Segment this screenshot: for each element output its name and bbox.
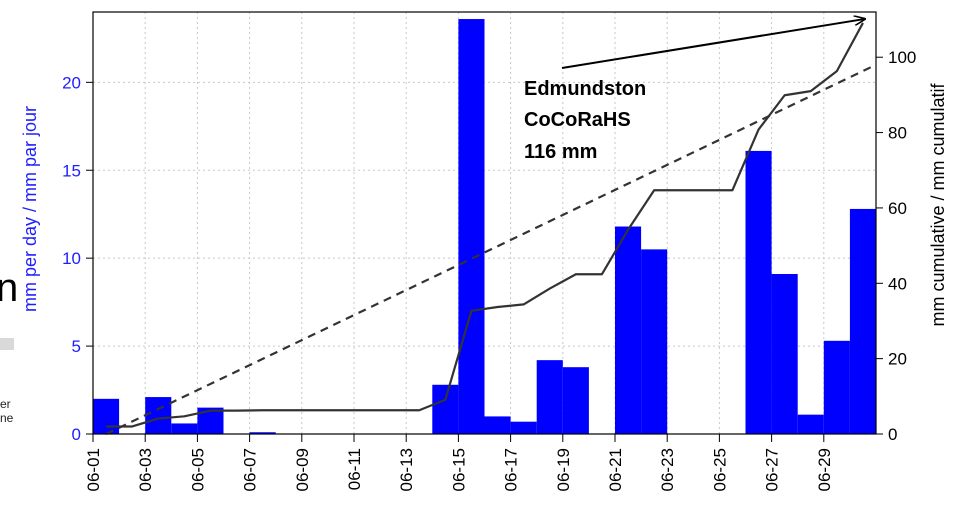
x-tick-label: 06-07 bbox=[241, 448, 260, 491]
bar-06-19 bbox=[562, 367, 589, 434]
bar-06-15 bbox=[458, 19, 485, 435]
y-right-tick-label: 100 bbox=[888, 48, 916, 67]
bar-06-14 bbox=[432, 384, 459, 434]
x-tick-label: 06-19 bbox=[554, 448, 573, 491]
x-tick-label: 06-17 bbox=[502, 448, 521, 491]
y-right-tick-label: 80 bbox=[888, 124, 907, 143]
annotation-station-name: Edmundston bbox=[524, 78, 646, 100]
bar-06-26 bbox=[745, 150, 772, 435]
bar-06-18 bbox=[536, 360, 563, 434]
x-tick-label: 06-03 bbox=[136, 448, 155, 491]
y-left-tick-label: 10 bbox=[62, 249, 81, 268]
station-annotation: Edmundston CoCoRaHS 116 mm bbox=[524, 19, 865, 163]
bar-06-28 bbox=[797, 414, 824, 434]
x-tick-label: 06-29 bbox=[815, 448, 834, 491]
x-axis: 06-01 06-03 06-05 06-07 06-09 06-11 06-13 06-15… bbox=[84, 434, 834, 491]
y-left-tick-label: 0 bbox=[72, 425, 81, 444]
cropped-fragment-1: er bbox=[0, 397, 11, 411]
bar-06-29 bbox=[823, 340, 850, 434]
bar-06-01 bbox=[93, 398, 120, 434]
x-tick-label: 06-23 bbox=[658, 448, 677, 491]
x-tick-label: 06-09 bbox=[293, 448, 312, 491]
y-right-tick-label: 40 bbox=[888, 274, 907, 293]
cropped-fragment-shade bbox=[0, 338, 14, 350]
y-axis-right: 0 20 40 60 80 100 bbox=[876, 48, 916, 444]
bar-06-03 bbox=[145, 397, 172, 434]
annotation-network: CoCoRaHS bbox=[524, 109, 631, 131]
bar-06-27 bbox=[771, 273, 798, 434]
bar-06-21 bbox=[615, 226, 642, 434]
y-right-tick-label: 0 bbox=[888, 425, 897, 444]
bar-06-22 bbox=[641, 249, 668, 434]
bar-series bbox=[93, 19, 876, 435]
bar-06-17 bbox=[510, 421, 537, 434]
dashed-trend-line bbox=[105, 63, 877, 435]
y-right-tick-label: 20 bbox=[888, 350, 907, 369]
y-axis-left-title: mm per day / mm par jour bbox=[20, 106, 40, 312]
bar-06-04 bbox=[171, 423, 198, 434]
x-tick-label: 06-13 bbox=[397, 448, 416, 491]
annotation-arrow bbox=[561, 19, 865, 69]
bar-06-16 bbox=[484, 416, 511, 434]
y-right-tick-label: 60 bbox=[888, 199, 907, 218]
y-axis-right-title: mm cumulative / mm cumulatif bbox=[928, 82, 948, 326]
cropped-fragment-2: ne bbox=[0, 411, 14, 425]
y-left-tick-label: 5 bbox=[72, 337, 81, 356]
x-tick-label: 06-27 bbox=[763, 448, 782, 491]
annotation-total: 116 mm bbox=[524, 141, 597, 163]
x-tick-label: 06-21 bbox=[606, 448, 625, 491]
bar-06-30 bbox=[849, 208, 876, 434]
bar-06-07 bbox=[249, 432, 276, 434]
x-tick-label: 06-11 bbox=[345, 448, 364, 490]
x-tick-label: 06-15 bbox=[449, 448, 468, 491]
cropped-letter: n bbox=[0, 266, 19, 310]
y-left-tick-label: 20 bbox=[62, 73, 81, 92]
x-tick-label: 06-01 bbox=[84, 448, 103, 491]
line-series bbox=[105, 22, 877, 435]
cumulative-line bbox=[106, 22, 864, 428]
plot-frame bbox=[92, 11, 877, 435]
x-tick-label: 06-05 bbox=[188, 448, 207, 491]
x-tick-label: 06-25 bbox=[710, 448, 729, 491]
y-left-tick-label: 15 bbox=[62, 161, 81, 180]
y-axis-left: 0 5 10 15 20 bbox=[62, 73, 93, 444]
